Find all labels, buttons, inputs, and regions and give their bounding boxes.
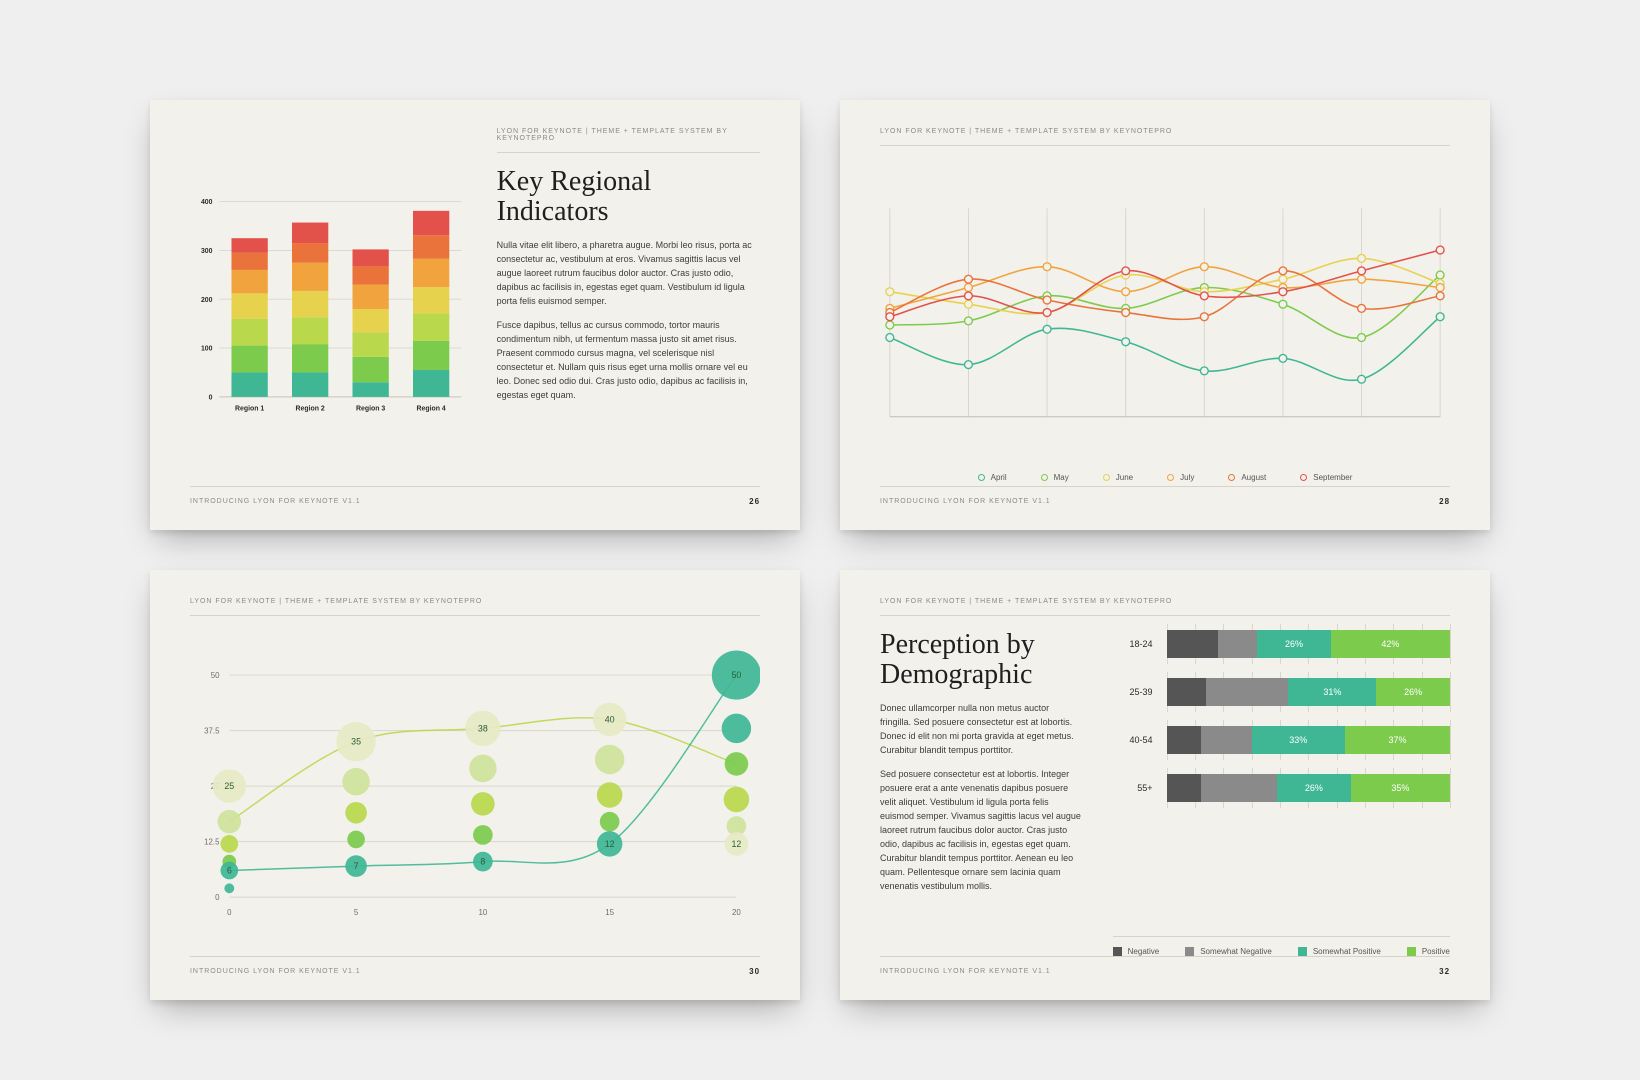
svg-text:38: 38 xyxy=(478,723,488,733)
svg-text:50: 50 xyxy=(731,670,741,680)
stacked-bar-chart: 0 100 200 300 400 Region 1 Region 2 Region 3 Reg… xyxy=(190,128,467,486)
body-paragraph: Fusce dapibus, tellus ac cursus commodo,… xyxy=(497,319,760,403)
hbar-row: 40-54 33%37% xyxy=(1113,726,1451,754)
bubble-chart: 012.52537.5500510152025635738840125012 xyxy=(190,630,760,956)
svg-text:7: 7 xyxy=(354,861,359,871)
slide-key-regional-indicators: 0 100 200 300 400 Region 1 Region 2 Region 3 Reg… xyxy=(150,100,800,530)
svg-text:0: 0 xyxy=(215,893,220,902)
body-paragraph: Sed posuere consectetur est at lobortis.… xyxy=(880,768,1083,893)
hbar-legend: Negative Somewhat Negative Somewhat Positi… xyxy=(1113,936,1451,956)
hbar-category-label: 40-54 xyxy=(1113,735,1153,745)
svg-text:12: 12 xyxy=(605,839,615,849)
slide-perception-by-demographic: LYON FOR KEYNOTE | THEME + TEMPLATE SYST… xyxy=(840,570,1490,1000)
multi-line-chart xyxy=(880,160,1450,469)
hbar-chart: 18-2426%42%25-3931%26%40-5433%37%55+26%3… xyxy=(1113,630,1451,936)
svg-text:0: 0 xyxy=(209,394,213,401)
eyebrow: LYON FOR KEYNOTE | THEME + TEMPLATE SYST… xyxy=(880,598,1450,616)
svg-text:300: 300 xyxy=(201,248,213,255)
hbar-row: 25-39 31%26% xyxy=(1113,678,1451,706)
svg-text:Region 3: Region 3 xyxy=(356,406,385,413)
body-paragraph: Nulla vitae elit libero, a pharetra augu… xyxy=(497,239,760,309)
svg-text:50: 50 xyxy=(211,671,220,680)
hbar-category-label: 55+ xyxy=(1113,783,1153,793)
hbar-segment: 37% xyxy=(1345,726,1450,754)
slide-title: Perception by Demographic xyxy=(880,630,1083,690)
slide-bubble-chart: LYON FOR KEYNOTE | THEME + TEMPLATE SYST… xyxy=(150,570,800,1000)
hbar-segment xyxy=(1218,630,1258,658)
footer-text: INTRODUCING LYON FOR KEYNOTE V1.1 xyxy=(190,498,361,505)
svg-text:8: 8 xyxy=(480,857,485,867)
footer-text: INTRODUCING LYON FOR KEYNOTE V1.1 xyxy=(190,968,361,975)
hbar-segment xyxy=(1206,678,1288,706)
svg-text:Region 1: Region 1 xyxy=(235,406,264,413)
hbar-category-label: 18-24 xyxy=(1113,639,1153,649)
hbar-category-label: 25-39 xyxy=(1113,687,1153,697)
body-paragraph: Donec ullamcorper nulla non metus auctor… xyxy=(880,702,1083,758)
page-number: 32 xyxy=(1439,967,1450,976)
hbar-segment: 31% xyxy=(1288,678,1376,706)
line-chart-legend: April May June July August September xyxy=(880,473,1450,486)
hbar-row: 55+ 26%35% xyxy=(1113,774,1451,802)
svg-text:100: 100 xyxy=(201,346,213,353)
eyebrow: LYON FOR KEYNOTE | THEME + TEMPLATE SYST… xyxy=(190,598,760,616)
slide-title: Key Regional Indicators xyxy=(497,167,760,227)
legend-item: August xyxy=(1228,473,1266,482)
svg-text:25: 25 xyxy=(224,781,234,791)
hbar-segment xyxy=(1167,630,1218,658)
legend-item: Somewhat Positive xyxy=(1298,947,1381,956)
legend-item: July xyxy=(1167,473,1194,482)
svg-text:10: 10 xyxy=(478,908,487,917)
legend-item: Somewhat Negative xyxy=(1185,947,1272,956)
page-number: 30 xyxy=(749,967,760,976)
svg-text:6: 6 xyxy=(227,866,232,876)
legend-item: Positive xyxy=(1407,947,1450,956)
hbar-segment xyxy=(1167,678,1207,706)
legend-item: April xyxy=(978,473,1007,482)
legend-item: September xyxy=(1300,473,1352,482)
svg-text:400: 400 xyxy=(201,199,213,206)
hbar-segment xyxy=(1167,726,1201,754)
svg-text:20: 20 xyxy=(732,908,741,917)
page-number: 26 xyxy=(749,497,760,506)
footer-text: INTRODUCING LYON FOR KEYNOTE V1.1 xyxy=(880,498,1051,505)
hbar-segment xyxy=(1167,774,1201,802)
svg-text:Region 4: Region 4 xyxy=(417,406,446,413)
svg-text:5: 5 xyxy=(354,908,359,917)
svg-text:35: 35 xyxy=(351,737,361,747)
legend-item: May xyxy=(1041,473,1069,482)
svg-text:40: 40 xyxy=(605,714,615,724)
page-number: 28 xyxy=(1439,497,1450,506)
footer-text: INTRODUCING LYON FOR KEYNOTE V1.1 xyxy=(880,968,1051,975)
svg-text:12.5: 12.5 xyxy=(204,838,220,847)
svg-text:Region 2: Region 2 xyxy=(296,406,325,413)
slide-line-chart: LYON FOR KEYNOTE | THEME + TEMPLATE SYST… xyxy=(840,100,1490,530)
hbar-segment: 26% xyxy=(1376,678,1450,706)
svg-text:200: 200 xyxy=(201,297,213,304)
hbar-segment: 42% xyxy=(1331,630,1450,658)
svg-text:0: 0 xyxy=(227,908,232,917)
svg-text:37.5: 37.5 xyxy=(204,727,220,736)
hbar-segment: 35% xyxy=(1351,774,1450,802)
hbar-segment xyxy=(1201,774,1278,802)
eyebrow: LYON FOR KEYNOTE | THEME + TEMPLATE SYST… xyxy=(880,128,1450,146)
hbar-segment: 26% xyxy=(1277,774,1351,802)
svg-text:15: 15 xyxy=(605,908,614,917)
legend-item: June xyxy=(1103,473,1133,482)
hbar-segment xyxy=(1201,726,1252,754)
hbar-segment: 26% xyxy=(1257,630,1331,658)
legend-item: Negative xyxy=(1113,947,1160,956)
eyebrow: LYON FOR KEYNOTE | THEME + TEMPLATE SYST… xyxy=(497,128,760,153)
hbar-segment: 33% xyxy=(1252,726,1346,754)
svg-text:12: 12 xyxy=(731,839,741,849)
hbar-row: 18-24 26%42% xyxy=(1113,630,1451,658)
